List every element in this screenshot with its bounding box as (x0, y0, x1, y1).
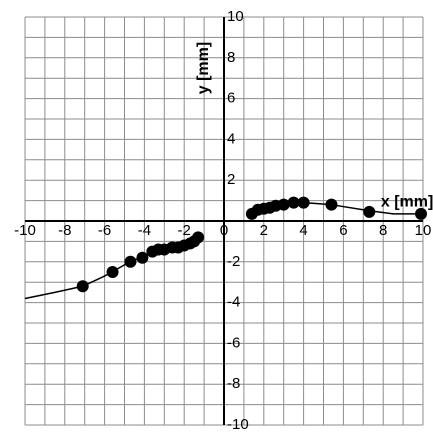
y-tick-label: -4 (227, 294, 240, 311)
x-tick-label: 6 (339, 222, 347, 239)
data-point (287, 196, 300, 209)
axes (25, 17, 423, 425)
x-tick-label: -8 (58, 222, 71, 239)
x-axis-title: x [mm] (381, 194, 433, 211)
x-tick-label: 2 (260, 222, 268, 239)
data-point (363, 205, 376, 218)
data-point (325, 198, 338, 211)
y-tick-label: -10 (227, 416, 249, 433)
data-point (297, 196, 310, 209)
data-point (124, 255, 137, 268)
y-tick-label: 8 (227, 49, 235, 66)
x-tick-label: -10 (14, 222, 36, 239)
y-tick-label: 2 (227, 171, 235, 188)
data-markers (76, 196, 428, 293)
y-axis-title: y [mm] (195, 42, 212, 94)
data-point (192, 231, 205, 244)
y-tick-label: -8 (227, 375, 240, 392)
x-tick-label: 4 (299, 222, 307, 239)
data-point (136, 251, 149, 264)
y-tick-label: 6 (227, 90, 235, 107)
y-tick-label: -2 (227, 253, 240, 270)
y-tick-label: 10 (227, 8, 244, 25)
x-tick-label: 10 (415, 222, 432, 239)
tick-labels: -10 -8 -6 -4 -2 0 2 4 6 8 10 -10 -8 -6 -4 -2 2 4 6 8 10 (14, 8, 431, 433)
x-tick-label: -6 (98, 222, 111, 239)
data-point (76, 280, 89, 293)
data-point (277, 198, 290, 211)
x-tick-label: -2 (178, 222, 191, 239)
x-tick-label: 0 (220, 222, 228, 239)
axis-titles: x [mm] y [mm] (195, 42, 433, 211)
data-point (415, 207, 428, 220)
x-tick-label: -4 (138, 222, 151, 239)
y-tick-label: -6 (227, 334, 240, 351)
y-tick-label: 4 (227, 130, 235, 147)
data-point (106, 266, 119, 278)
x-tick-label: 8 (379, 222, 387, 239)
